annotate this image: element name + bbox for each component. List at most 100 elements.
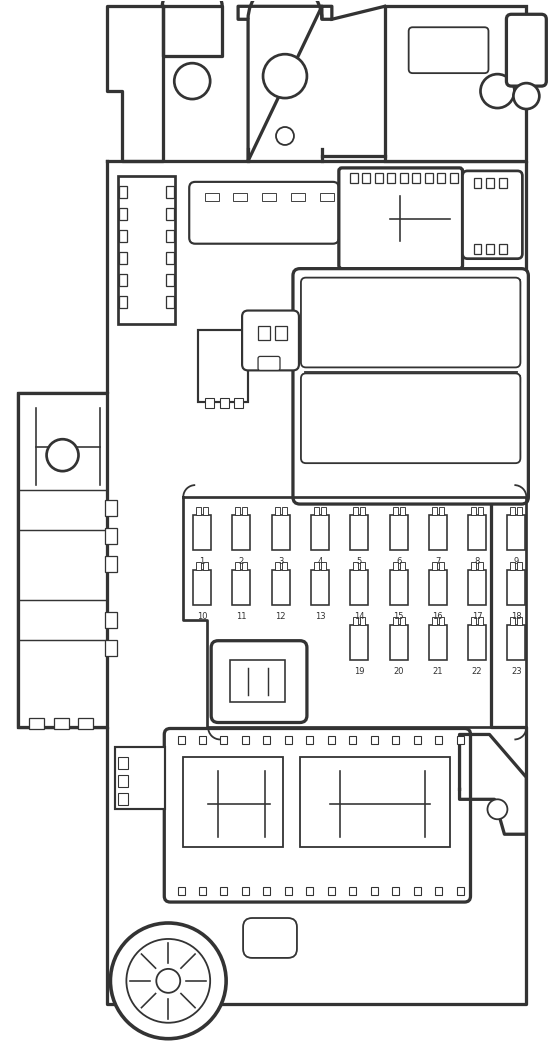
Bar [508,570,525,605]
Bar [196,562,201,570]
Bar [166,186,174,197]
Bar [203,562,208,570]
Circle shape [276,127,294,145]
Bar [242,736,249,744]
Text: 17: 17 [472,612,482,622]
Circle shape [263,55,307,98]
Bar [437,173,445,183]
Bar [457,887,463,895]
Bar [431,376,437,382]
Bar [119,252,127,264]
Bar [510,507,515,516]
Bar [79,717,93,730]
Bar [432,616,437,625]
Bar [349,736,356,744]
Bar [166,230,174,242]
Bar [393,616,398,625]
Bar [472,356,478,362]
Bar [361,562,366,570]
Bar [473,244,482,254]
Bar [220,736,227,744]
Bar [220,887,227,895]
Bar [435,736,442,744]
Bar [518,616,523,625]
Bar [321,562,326,570]
Bar [510,616,515,625]
Bar [371,736,378,744]
Bar [308,278,315,286]
Bar [392,887,399,895]
Bar [232,570,251,605]
FancyBboxPatch shape [293,269,528,504]
Bar [118,794,128,805]
Bar [118,775,128,788]
Bar [390,356,397,362]
Bar [499,356,507,362]
Bar [199,736,206,744]
Bar [499,244,508,254]
Bar [350,570,368,605]
Bar [308,356,315,362]
Bar [321,507,326,516]
Bar [435,887,442,895]
Bar [513,356,520,362]
Bar [362,173,370,183]
Bar [166,274,174,286]
Bar [321,356,328,362]
Bar [285,887,292,895]
Bar [416,356,424,362]
Bar [361,616,366,625]
Bar [291,193,305,201]
Bar [335,376,342,382]
FancyBboxPatch shape [462,171,523,258]
Bar [429,570,447,605]
Bar [404,450,411,457]
Bar [300,757,450,847]
Bar [458,356,466,362]
Bar [472,376,478,382]
Bar [473,177,482,188]
Circle shape [487,799,508,819]
Bar [458,278,466,286]
Bar [258,326,270,340]
Bar [499,177,508,188]
Text: 14: 14 [354,612,364,622]
Bar [431,278,437,286]
Text: 20: 20 [393,667,404,676]
Bar [439,616,444,625]
Bar [361,507,366,516]
Bar [392,736,399,744]
Bar [205,193,219,201]
Bar [439,507,444,516]
Bar [487,177,494,188]
FancyBboxPatch shape [242,311,299,371]
Text: 9: 9 [514,558,519,566]
Bar [478,562,483,570]
Bar [205,398,214,408]
Bar [321,376,328,382]
Bar [390,516,408,550]
FancyBboxPatch shape [258,356,280,371]
Bar [513,376,520,382]
Text: 15: 15 [393,612,404,622]
Bar [457,736,463,744]
Bar [349,356,356,362]
Bar [230,659,285,701]
Bar [220,398,229,408]
Bar [281,507,286,516]
Bar [350,625,368,659]
Bar [393,507,398,516]
Bar [262,193,276,201]
Bar [499,376,507,382]
Bar [166,208,174,219]
Text: 16: 16 [432,612,443,622]
Bar [431,356,437,362]
Bar [193,570,211,605]
Bar [306,887,313,895]
Bar [429,625,447,659]
FancyBboxPatch shape [189,182,339,244]
Bar [375,173,383,183]
Bar [416,376,424,382]
Text: 2: 2 [239,558,244,566]
Bar [335,450,342,457]
